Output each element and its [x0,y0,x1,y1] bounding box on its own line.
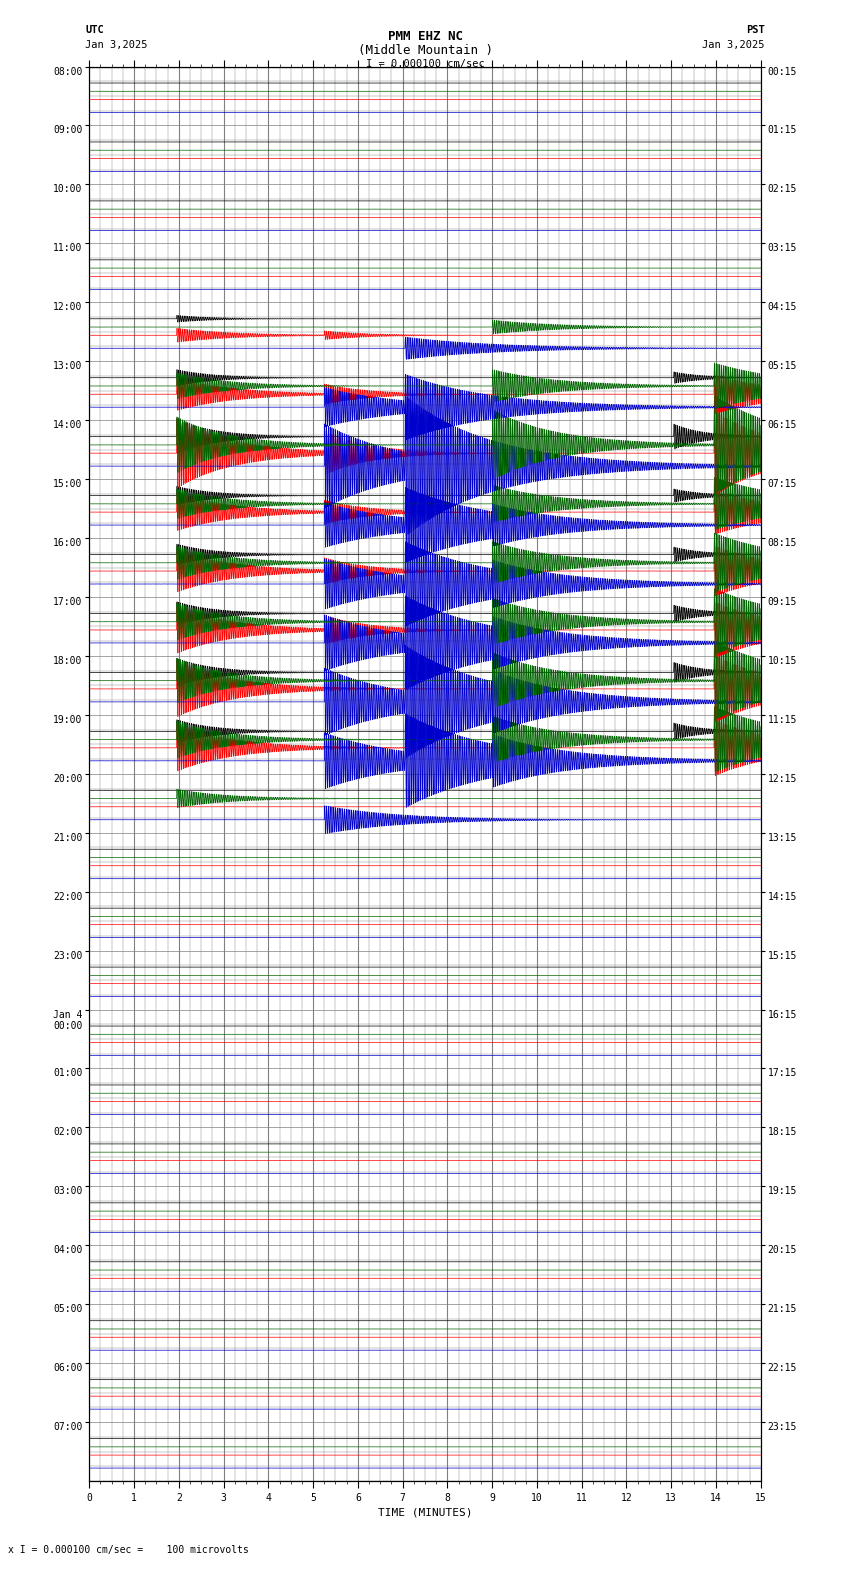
Text: x I = 0.000100 cm/sec =    100 microvolts: x I = 0.000100 cm/sec = 100 microvolts [8,1546,249,1555]
Text: (Middle Mountain ): (Middle Mountain ) [358,44,492,57]
Text: PMM EHZ NC: PMM EHZ NC [388,30,462,43]
Text: PST: PST [746,25,765,35]
Text: I = 0.000100 cm/sec: I = 0.000100 cm/sec [366,59,484,68]
Text: Jan 3,2025: Jan 3,2025 [702,40,765,49]
Text: Jan 3,2025: Jan 3,2025 [85,40,148,49]
Text: UTC: UTC [85,25,104,35]
X-axis label: TIME (MINUTES): TIME (MINUTES) [377,1506,473,1517]
